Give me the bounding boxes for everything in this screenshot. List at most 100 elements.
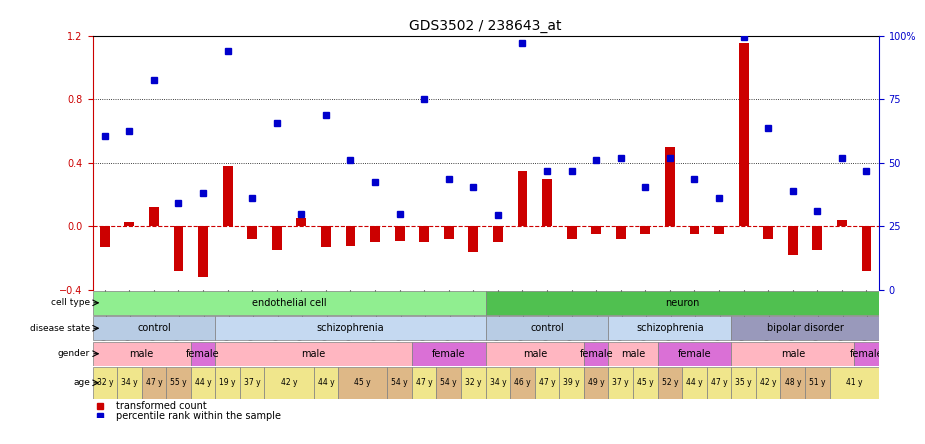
FancyBboxPatch shape xyxy=(756,367,781,399)
Text: endothelial cell: endothelial cell xyxy=(252,298,327,308)
Bar xyxy=(493,226,503,242)
FancyBboxPatch shape xyxy=(584,367,609,399)
FancyBboxPatch shape xyxy=(486,290,879,315)
Text: 47 y: 47 y xyxy=(145,378,162,387)
Text: cell type: cell type xyxy=(51,298,90,307)
Text: 32 y: 32 y xyxy=(96,378,113,387)
FancyBboxPatch shape xyxy=(216,316,486,341)
FancyBboxPatch shape xyxy=(609,316,732,341)
Text: 42 y: 42 y xyxy=(760,378,776,387)
Text: male: male xyxy=(781,349,805,359)
Bar xyxy=(419,226,429,242)
Text: 51 y: 51 y xyxy=(809,378,826,387)
Text: male: male xyxy=(130,349,154,359)
Text: percentile rank within the sample: percentile rank within the sample xyxy=(117,411,281,420)
Bar xyxy=(567,226,576,239)
FancyBboxPatch shape xyxy=(166,367,191,399)
FancyBboxPatch shape xyxy=(92,290,486,315)
FancyBboxPatch shape xyxy=(92,341,191,366)
Bar xyxy=(125,222,134,226)
Text: 32 y: 32 y xyxy=(465,378,482,387)
Bar xyxy=(198,226,208,278)
FancyBboxPatch shape xyxy=(609,367,633,399)
FancyBboxPatch shape xyxy=(511,367,535,399)
Bar xyxy=(640,226,650,234)
FancyBboxPatch shape xyxy=(92,316,216,341)
Text: 19 y: 19 y xyxy=(219,378,236,387)
Bar xyxy=(149,207,159,226)
FancyBboxPatch shape xyxy=(191,367,216,399)
Text: 46 y: 46 y xyxy=(514,378,531,387)
Title: GDS3502 / 238643_at: GDS3502 / 238643_at xyxy=(410,19,561,33)
FancyBboxPatch shape xyxy=(216,341,412,366)
Bar xyxy=(763,226,773,239)
Text: 49 y: 49 y xyxy=(588,378,605,387)
Bar xyxy=(591,226,601,234)
FancyBboxPatch shape xyxy=(560,367,584,399)
FancyBboxPatch shape xyxy=(658,367,683,399)
Text: 44 y: 44 y xyxy=(195,378,212,387)
Text: female: female xyxy=(850,349,883,359)
Bar xyxy=(370,226,380,242)
FancyBboxPatch shape xyxy=(339,367,388,399)
FancyBboxPatch shape xyxy=(142,367,166,399)
Text: 37 y: 37 y xyxy=(244,378,261,387)
Bar xyxy=(788,226,797,255)
FancyBboxPatch shape xyxy=(437,367,461,399)
FancyBboxPatch shape xyxy=(732,316,879,341)
Bar xyxy=(444,226,453,239)
FancyBboxPatch shape xyxy=(707,367,732,399)
FancyBboxPatch shape xyxy=(265,367,314,399)
Text: female: female xyxy=(186,349,220,359)
Text: female: female xyxy=(678,349,711,359)
Bar xyxy=(174,226,183,271)
Text: 47 y: 47 y xyxy=(416,378,433,387)
Text: female: female xyxy=(579,349,613,359)
Text: female: female xyxy=(432,349,465,359)
Text: schizophrenia: schizophrenia xyxy=(316,323,384,333)
FancyBboxPatch shape xyxy=(388,367,412,399)
Bar xyxy=(861,226,871,271)
FancyBboxPatch shape xyxy=(830,367,879,399)
Bar xyxy=(739,44,748,226)
Text: 41 y: 41 y xyxy=(846,378,862,387)
Bar xyxy=(247,226,257,239)
Text: 44 y: 44 y xyxy=(686,378,703,387)
FancyBboxPatch shape xyxy=(683,367,707,399)
Text: 55 y: 55 y xyxy=(170,378,187,387)
Text: 54 y: 54 y xyxy=(440,378,457,387)
Text: 37 y: 37 y xyxy=(612,378,629,387)
Text: transformed count: transformed count xyxy=(117,401,207,412)
Text: 39 y: 39 y xyxy=(563,378,580,387)
Text: 34 y: 34 y xyxy=(121,378,138,387)
Bar xyxy=(321,226,331,247)
FancyBboxPatch shape xyxy=(584,341,609,366)
FancyBboxPatch shape xyxy=(216,367,240,399)
Bar xyxy=(665,147,675,226)
Text: male: male xyxy=(302,349,326,359)
Bar xyxy=(395,226,404,241)
FancyBboxPatch shape xyxy=(461,367,486,399)
Text: 48 y: 48 y xyxy=(784,378,801,387)
FancyBboxPatch shape xyxy=(805,367,830,399)
FancyBboxPatch shape xyxy=(240,367,265,399)
FancyBboxPatch shape xyxy=(535,367,560,399)
Text: male: male xyxy=(523,349,547,359)
Bar xyxy=(346,226,355,246)
Text: 35 y: 35 y xyxy=(735,378,752,387)
FancyBboxPatch shape xyxy=(781,367,805,399)
FancyBboxPatch shape xyxy=(117,367,142,399)
Bar xyxy=(714,226,724,234)
Bar xyxy=(689,226,699,234)
Text: control: control xyxy=(137,323,171,333)
Text: 34 y: 34 y xyxy=(489,378,506,387)
Text: bipolar disorder: bipolar disorder xyxy=(767,323,844,333)
Bar xyxy=(837,220,846,226)
Bar xyxy=(616,226,625,239)
Text: 44 y: 44 y xyxy=(317,378,334,387)
Text: 54 y: 54 y xyxy=(391,378,408,387)
Bar xyxy=(542,179,552,226)
Text: gender: gender xyxy=(57,349,90,358)
Text: 52 y: 52 y xyxy=(661,378,678,387)
Text: schizophrenia: schizophrenia xyxy=(636,323,704,333)
